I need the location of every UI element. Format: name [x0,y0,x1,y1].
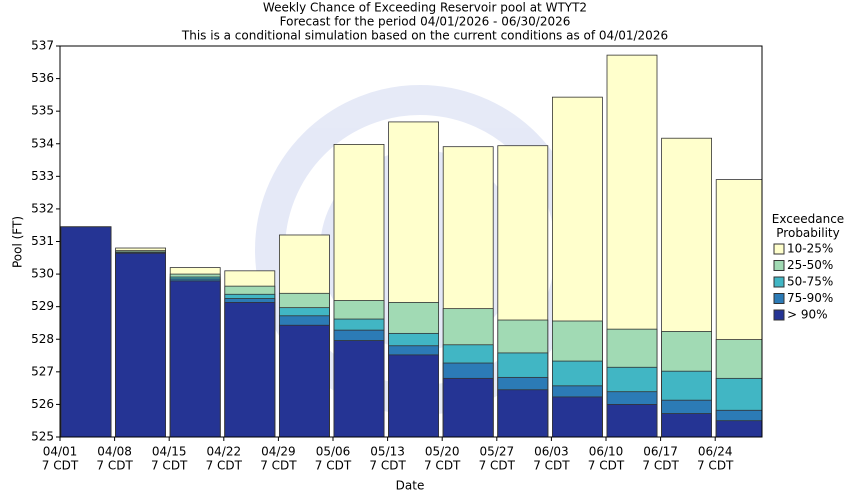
y-tick-label: 531 [31,234,54,248]
bar [278,324,330,438]
bar [388,354,440,438]
x-tick-sublabel: 7 CDT [697,459,734,473]
y-tick-label: 530 [31,267,54,281]
legend-swatch [773,309,785,321]
bar [715,420,763,438]
x-tick-sublabel: 7 CDT [206,459,243,473]
y-tick-label: 527 [31,364,54,378]
x-tick-sublabel: 7 CDT [315,459,352,473]
bar [333,340,385,438]
x-tick-sublabel: 7 CDT [151,459,188,473]
legend-label: > 90% [787,308,828,322]
legend-swatch [773,260,785,271]
x-tick-sublabel: 7 CDT [424,459,461,473]
legend-swatch [773,293,785,304]
y-tick-label: 537 [31,39,54,53]
x-tick-sublabel: 7 CDT [260,459,297,473]
x-tick-label: 06/24 [698,445,733,459]
x-tick-sublabel: 7 CDT [369,459,406,473]
x-tick-label: 06/10 [589,445,624,459]
x-tick-label: 05/20 [425,445,460,459]
legend-label: 50-75% [787,275,833,289]
bar [497,389,549,438]
x-tick-sublabel: 7 CDT [588,459,625,473]
x-tick-label: 04/29 [261,445,296,459]
x-tick-sublabel: 7 CDT [533,459,570,473]
y-tick-label: 529 [31,299,54,313]
legend-label: 75-90% [787,291,833,305]
chart-subtitle: Forecast for the period 04/01/2026 - 06/… [280,15,571,29]
y-tick-label: 528 [31,332,54,346]
x-tick-label: 04/01 [43,445,78,459]
x-tick-label: 04/15 [152,445,187,459]
chart-title: Weekly Chance of Exceeding Reservoir poo… [263,1,587,15]
x-tick-label: 04/08 [97,445,132,459]
bar [552,396,603,438]
x-axis-label: Date [396,479,425,493]
bar [169,280,221,438]
plot-frame [59,45,763,438]
bar [606,404,658,438]
x-tick-label: 05/06 [316,445,351,459]
x-tick-label: 06/17 [643,445,678,459]
bar [115,252,166,438]
y-tick-label: 525 [31,430,54,444]
y-tick-label: 535 [31,104,54,118]
y-tick-label: 534 [31,136,54,150]
bar [442,377,494,438]
y-tick-label: 533 [31,169,54,183]
bar [661,413,712,438]
chart-note: This is a conditional simulation based o… [181,29,668,43]
x-tick-label: 04/22 [207,445,242,459]
x-tick-sublabel: 7 CDT [96,459,133,473]
legend-label: 10-25% [787,242,833,256]
x-tick-label: 06/03 [534,445,569,459]
x-tick-label: 05/27 [480,445,515,459]
x-tick-sublabel: 7 CDT [642,459,679,473]
x-tick-sublabel: 7 CDT [42,459,79,473]
y-tick-label: 536 [31,71,54,85]
legend-title: Exceedance Probability [771,212,845,240]
legend-label: 25-50% [787,258,833,272]
y-tick-label: 532 [31,201,54,215]
bar [224,302,276,438]
y-axis-label: Pool (FT) [11,216,25,268]
x-tick-sublabel: 7 CDT [479,459,516,473]
legend-swatch [773,276,785,288]
legend-swatch [773,243,785,255]
bar [60,226,112,438]
x-tick-label: 05/13 [370,445,405,459]
y-tick-label: 526 [31,397,54,411]
